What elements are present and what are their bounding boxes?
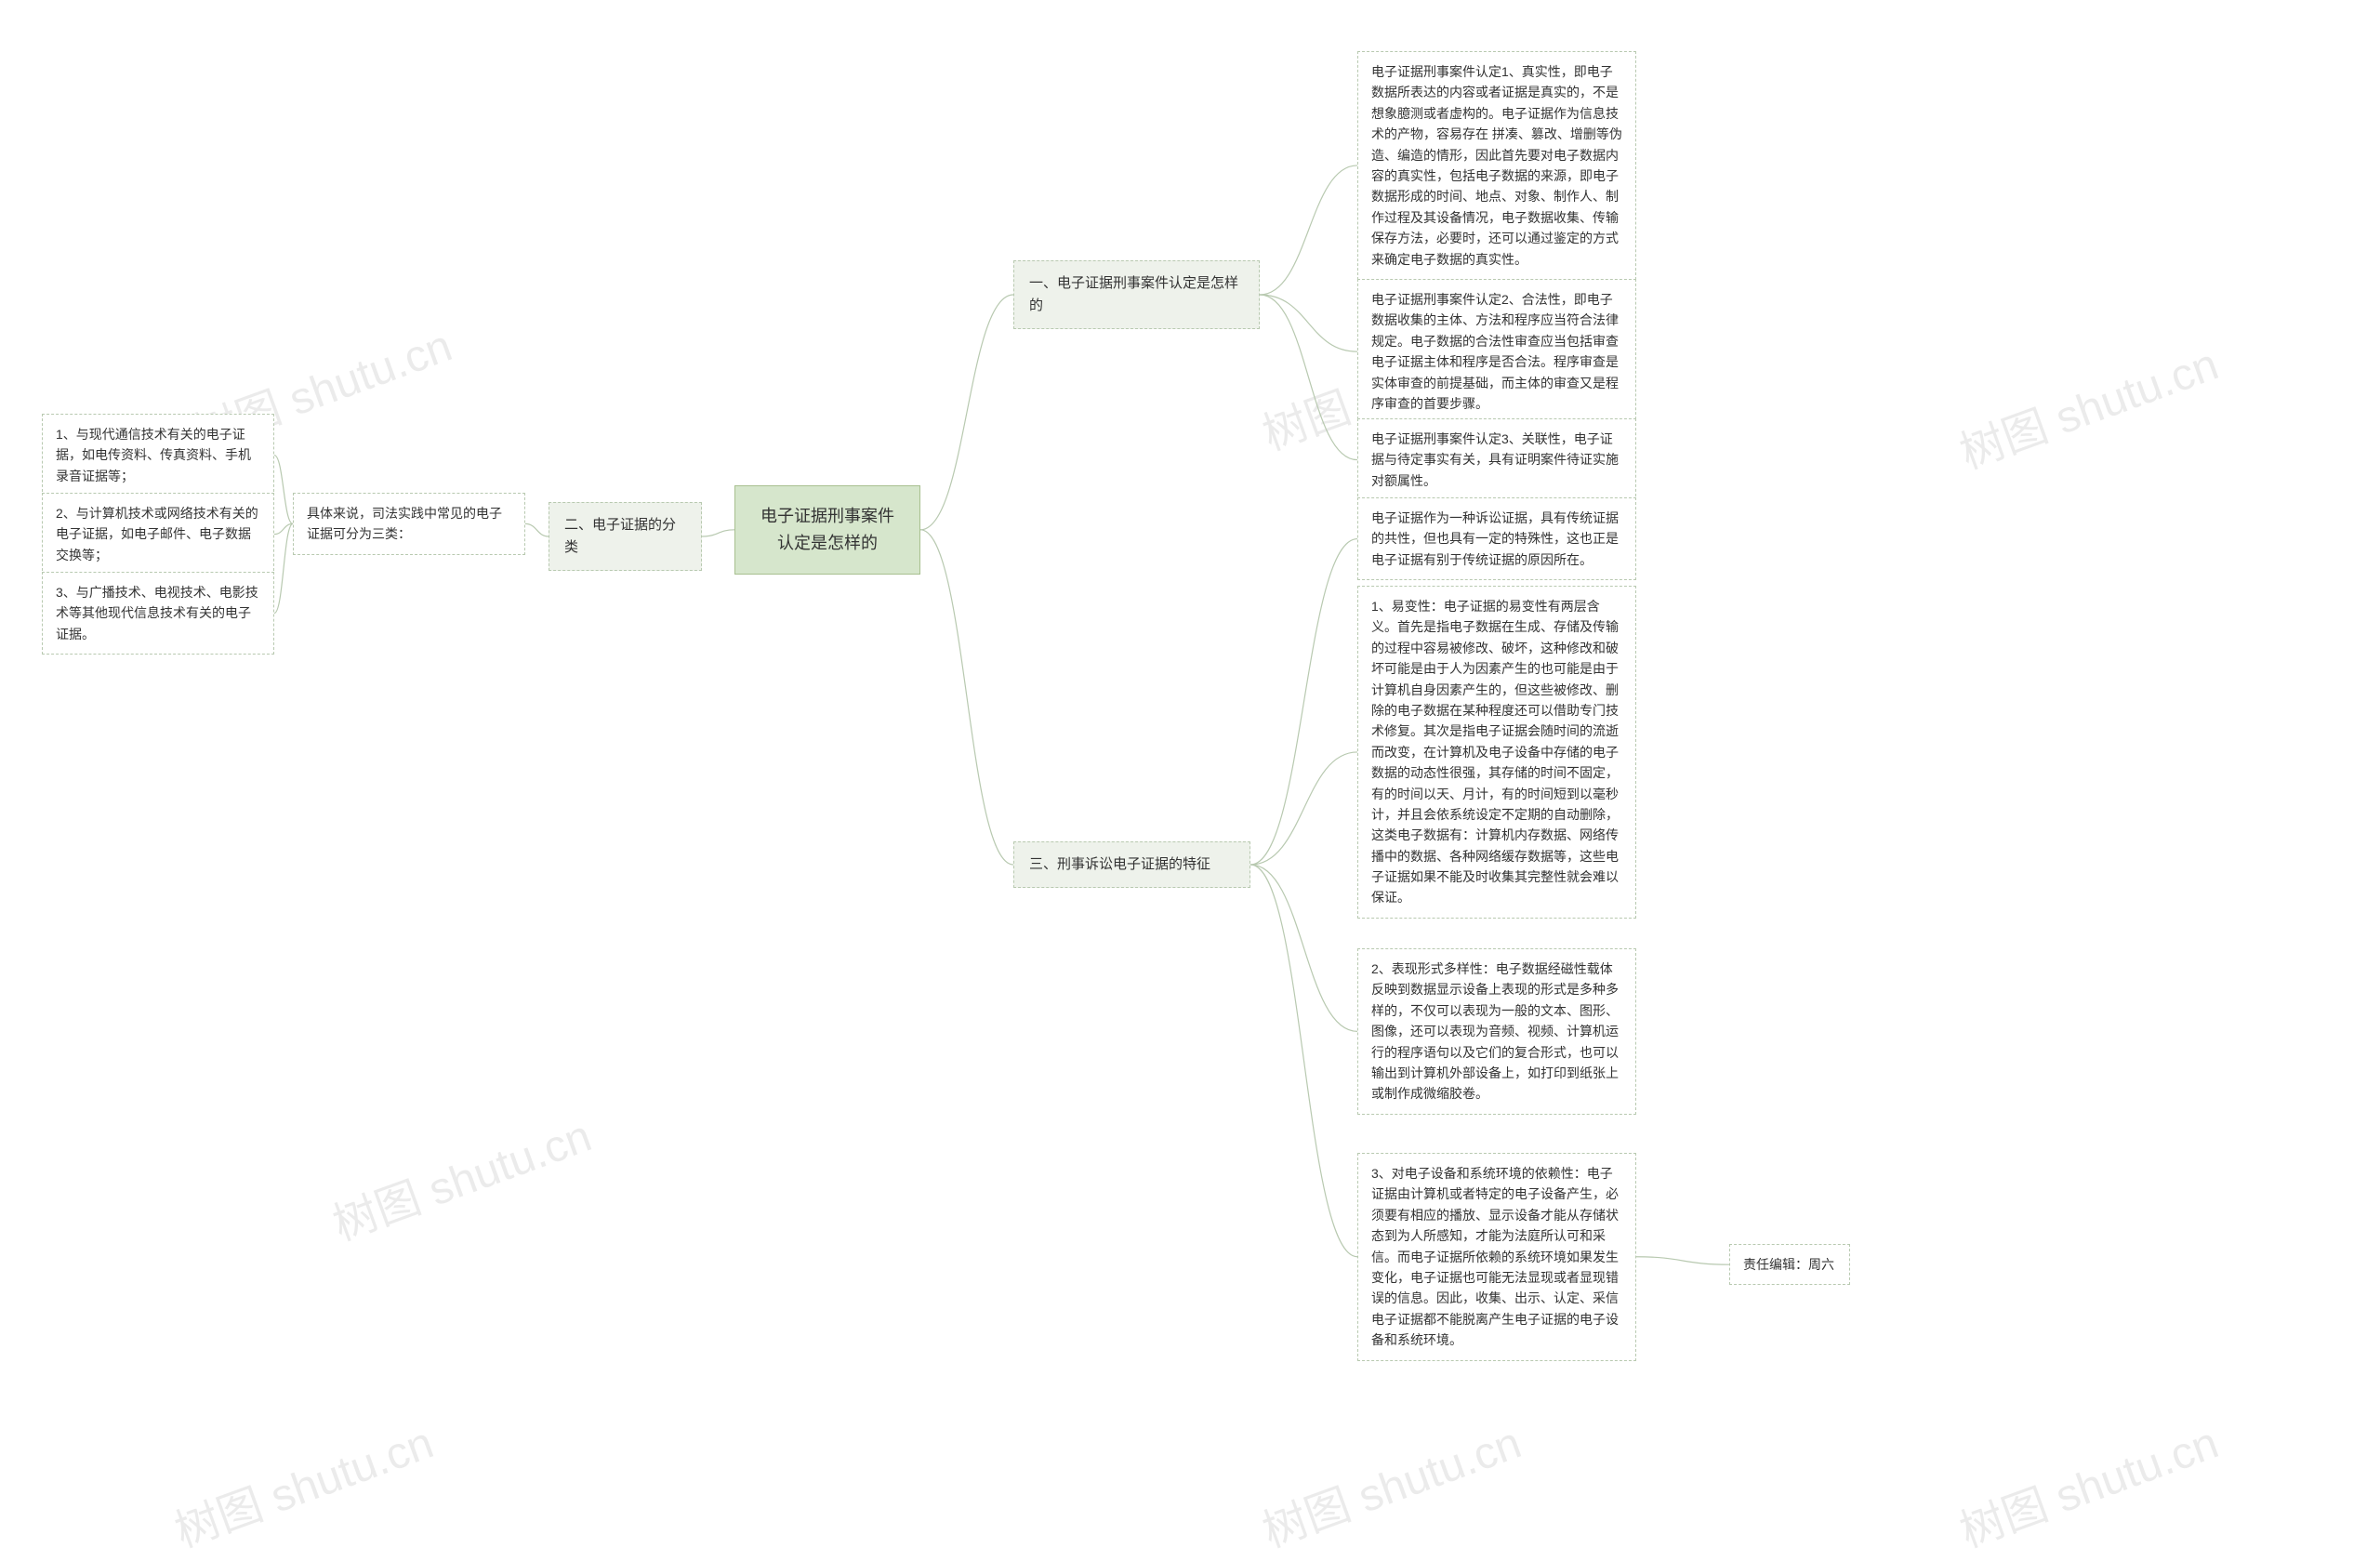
branch-node-1: 一、电子证据刑事案件认定是怎样的 <box>1013 260 1260 329</box>
leaf-node: 3、对电子设备和系统环境的依赖性：电子证据由计算机或者特定的电子设备产生，必须要… <box>1357 1153 1636 1361</box>
watermark: 树图 shutu.cn <box>1252 1406 1528 1559</box>
connectors-svg <box>0 0 2380 1561</box>
branch-node-3: 三、刑事诉讼电子证据的特征 <box>1013 841 1250 888</box>
watermark: 树图 shutu.cn <box>1950 1406 2226 1559</box>
leaf-node: 1、易变性：电子证据的易变性有两层含义。首先是指电子数据在生成、存储及传输的过程… <box>1357 586 1636 919</box>
branch-node-2: 二、电子证据的分类 <box>549 502 702 571</box>
leaf-node: 电子证据刑事案件认定1、真实性，即电子数据所表达的内容或者证据是真实的，不是想象… <box>1357 51 1636 280</box>
editor-node: 责任编辑：周六 <box>1729 1244 1850 1285</box>
leaf-node: 2、与计算机技术或网络技术有关的电子证据，如电子邮件、电子数据交换等； <box>42 493 274 575</box>
leaf-node: 1、与现代通信技术有关的电子证据，如电传资料、传真资料、手机录音证据等； <box>42 414 274 496</box>
root-node: 电子证据刑事案件认定是怎样的 <box>734 485 920 575</box>
watermark: 树图 shutu.cn <box>323 1099 599 1252</box>
leaf-node: 电子证据刑事案件认定2、合法性，即电子数据收集的主体、方法和程序应当符合法律规定… <box>1357 279 1636 424</box>
leaf-node: 电子证据刑事案件认定3、关联性，电子证据与待定事实有关，具有证明案件待证实施对额… <box>1357 418 1636 501</box>
mid-node: 具体来说，司法实践中常见的电子证据可分为三类： <box>293 493 525 555</box>
watermark: 树图 shutu.cn <box>1950 327 2226 481</box>
leaf-node: 2、表现形式多样性：电子数据经磁性载体反映到数据显示设备上表现的形式是多种多样的… <box>1357 948 1636 1115</box>
leaf-node: 电子证据作为一种诉讼证据，具有传统证据的共性，但也具有一定的特殊性，这也正是电子… <box>1357 497 1636 580</box>
leaf-node: 3、与广播技术、电视技术、电影技术等其他现代信息技术有关的电子证据。 <box>42 572 274 655</box>
watermark: 树图 shutu.cn <box>165 1406 441 1559</box>
